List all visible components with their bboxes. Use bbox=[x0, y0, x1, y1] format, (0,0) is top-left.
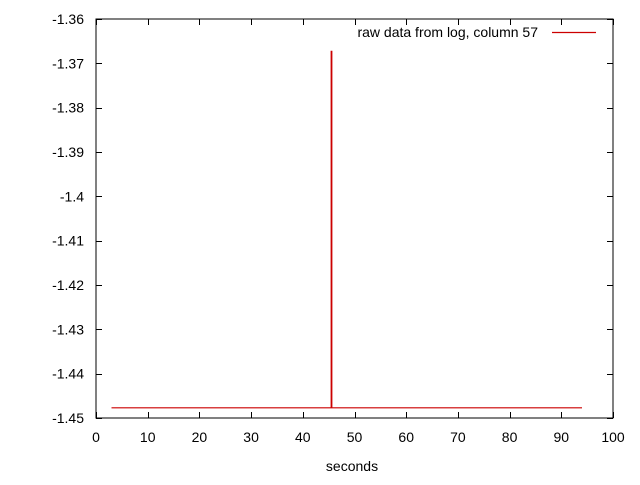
x-tick-label: 100 bbox=[601, 429, 625, 445]
y-tick-label: -1.42 bbox=[52, 277, 84, 293]
y-tick-label: -1.36 bbox=[52, 11, 84, 27]
y-tick-label: -1.45 bbox=[52, 410, 84, 426]
legend-label: raw data from log, column 57 bbox=[357, 24, 538, 40]
x-tick-label: 20 bbox=[192, 429, 208, 445]
x-tick-label: 40 bbox=[295, 429, 311, 445]
x-tick-label: 60 bbox=[398, 429, 414, 445]
y-tick-label: -1.4 bbox=[60, 188, 84, 204]
y-tick-label: -1.44 bbox=[52, 366, 84, 382]
x-tick-label: 30 bbox=[243, 429, 259, 445]
x-tick-label: 70 bbox=[450, 429, 466, 445]
x-tick-label: 50 bbox=[347, 429, 363, 445]
y-tick-label: -1.41 bbox=[52, 233, 84, 249]
y-tick-label: -1.38 bbox=[52, 100, 84, 116]
x-tick-label: 0 bbox=[92, 429, 100, 445]
y-tick-label: -1.43 bbox=[52, 321, 84, 337]
x-tick-label: 80 bbox=[502, 429, 518, 445]
x-tick-label: 90 bbox=[554, 429, 570, 445]
y-tick-label: -1.37 bbox=[52, 55, 84, 71]
series-line bbox=[111, 50, 582, 409]
x-tick-label: 10 bbox=[140, 429, 156, 445]
y-tick-label: -1.39 bbox=[52, 144, 84, 160]
x-axis-label: seconds bbox=[326, 458, 378, 474]
plot-frame bbox=[95, 18, 614, 419]
